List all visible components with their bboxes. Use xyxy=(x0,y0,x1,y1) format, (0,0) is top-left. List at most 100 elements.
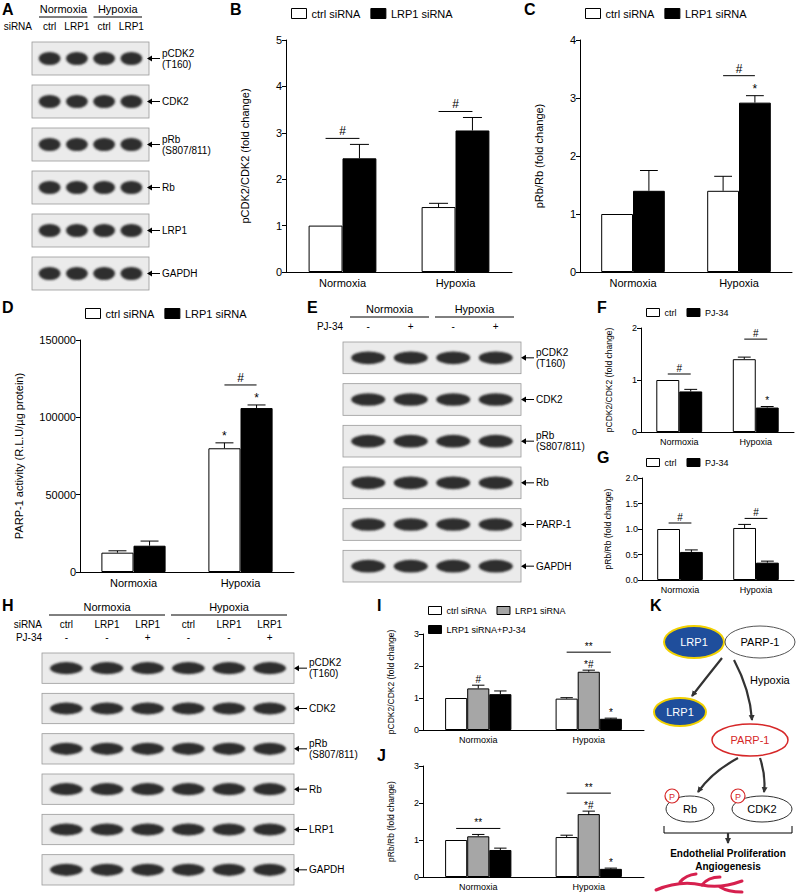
svg-text:0: 0 xyxy=(276,266,282,278)
svg-text:3: 3 xyxy=(276,127,282,139)
svg-text:CDK2: CDK2 xyxy=(162,96,189,107)
svg-text:0: 0 xyxy=(70,566,76,578)
svg-text:GAPDH: GAPDH xyxy=(162,268,198,279)
svg-text:LRP1 siRNA+PJ-34: LRP1 siRNA+PJ-34 xyxy=(447,625,526,635)
svg-text:+: + xyxy=(408,321,414,332)
svg-text:2: 2 xyxy=(414,798,419,808)
svg-text:*: * xyxy=(254,391,259,405)
svg-text:1: 1 xyxy=(276,220,282,232)
svg-text:#: # xyxy=(676,363,682,374)
svg-text:pRb/Rb (fold change): pRb/Rb (fold change) xyxy=(533,104,545,209)
svg-text:#: # xyxy=(475,674,481,685)
svg-text:0: 0 xyxy=(632,427,637,437)
svg-text:2: 2 xyxy=(632,323,637,333)
svg-text:1.5: 1.5 xyxy=(625,499,638,509)
svg-text:Hypoxia: Hypoxia xyxy=(572,735,605,745)
svg-text:3: 3 xyxy=(570,92,576,104)
svg-text:2.0: 2.0 xyxy=(625,473,638,483)
svg-text:Normoxia: Normoxia xyxy=(83,601,131,613)
svg-text:pCDK2/CDK2 (fold change): pCDK2/CDK2 (fold change) xyxy=(239,88,251,223)
svg-text:Angiogenesis: Angiogenesis xyxy=(695,861,761,872)
svg-text:PARP-1: PARP-1 xyxy=(731,734,770,746)
svg-text:-: - xyxy=(452,321,455,332)
svg-text:Normoxia: Normoxia xyxy=(459,735,498,745)
svg-text:-: - xyxy=(105,632,108,643)
svg-text:PARP-1 activity (R.L.U/µg prot: PARP-1 activity (R.L.U/µg protein) xyxy=(13,373,25,539)
svg-text:GAPDH: GAPDH xyxy=(309,864,345,875)
svg-text:LRP1 siRNA: LRP1 siRNA xyxy=(685,8,747,20)
svg-text:pRb: pRb xyxy=(309,738,328,749)
svg-text:(T160): (T160) xyxy=(309,668,338,679)
svg-text:Rb: Rb xyxy=(536,477,549,488)
svg-text:CDK2: CDK2 xyxy=(309,703,336,714)
svg-text:*: * xyxy=(222,429,227,443)
svg-text:pRb: pRb xyxy=(536,430,555,441)
svg-text:LRP1: LRP1 xyxy=(257,619,282,630)
svg-text:100000: 100000 xyxy=(39,411,76,423)
svg-text:+: + xyxy=(267,632,273,643)
svg-text:0: 0 xyxy=(570,266,576,278)
svg-text:*#: *# xyxy=(584,659,594,670)
svg-text:4: 4 xyxy=(276,80,282,92)
svg-text:*: * xyxy=(753,82,758,96)
svg-text:LRP1 siRNA: LRP1 siRNA xyxy=(391,8,453,20)
svg-text:LRP1: LRP1 xyxy=(64,21,89,32)
svg-text:Normoxia: Normoxia xyxy=(459,882,498,892)
svg-text:LRP1 siRNA: LRP1 siRNA xyxy=(185,308,247,320)
svg-text:Normoxia: Normoxia xyxy=(40,3,88,15)
svg-text:LRP1: LRP1 xyxy=(135,619,160,630)
svg-text:pRb/Rb (fold change): pRb/Rb (fold change) xyxy=(386,781,396,862)
svg-text:GAPDH: GAPDH xyxy=(536,561,572,572)
svg-text:P: P xyxy=(669,792,675,802)
svg-text:CDK2: CDK2 xyxy=(536,394,563,405)
svg-text:Normoxia: Normoxia xyxy=(110,577,158,589)
svg-text:0.0: 0.0 xyxy=(625,575,638,585)
svg-text:Hypoxia: Hypoxia xyxy=(209,601,250,613)
svg-text:*: * xyxy=(765,395,769,406)
svg-text:-: - xyxy=(65,632,68,643)
svg-text:#: # xyxy=(677,512,683,523)
svg-text:2: 2 xyxy=(414,661,419,671)
svg-text:4: 4 xyxy=(570,34,576,46)
svg-text:LRP1: LRP1 xyxy=(216,619,241,630)
svg-text:#: # xyxy=(753,328,759,339)
svg-text:pCDK2: pCDK2 xyxy=(536,347,569,358)
svg-text:ctrl: ctrl xyxy=(665,308,677,318)
svg-text:(T160): (T160) xyxy=(536,358,565,369)
svg-text:0: 0 xyxy=(414,725,419,735)
svg-text:Normoxia: Normoxia xyxy=(366,303,414,315)
svg-text:ctrl: ctrl xyxy=(43,21,56,32)
svg-text:5: 5 xyxy=(276,34,282,46)
svg-text:Normoxia: Normoxia xyxy=(661,585,700,595)
svg-text:Rb: Rb xyxy=(162,182,175,193)
svg-text:(S807/811): (S807/811) xyxy=(162,145,211,156)
svg-text:LRP1: LRP1 xyxy=(94,619,119,630)
svg-text:ctrl siRNA: ctrl siRNA xyxy=(447,606,487,616)
svg-text:pRb/Rb (fold change): pRb/Rb (fold change) xyxy=(603,488,613,569)
svg-text:ctrl siRNA: ctrl siRNA xyxy=(606,8,656,20)
svg-text:PARP-1: PARP-1 xyxy=(536,519,572,530)
svg-text:Endothelial Proliferation: Endothelial Proliferation xyxy=(670,848,786,859)
svg-text:ctrl: ctrl xyxy=(182,619,195,630)
svg-text:ctrl: ctrl xyxy=(665,458,677,468)
svg-text:Hypoxia: Hypoxia xyxy=(739,437,772,447)
svg-text:Hypoxia: Hypoxia xyxy=(98,3,139,15)
svg-text:PJ-34: PJ-34 xyxy=(317,321,344,332)
svg-text:Hypoxia: Hypoxia xyxy=(719,277,760,289)
svg-text:PARP-1: PARP-1 xyxy=(741,636,780,648)
svg-text:(T160): (T160) xyxy=(162,59,191,70)
svg-text:(S807/811): (S807/811) xyxy=(309,749,358,760)
svg-text:-: - xyxy=(227,632,230,643)
svg-text:pCDK2/CDK2 (fold change): pCDK2/CDK2 (fold change) xyxy=(386,630,396,735)
svg-text:PJ-34: PJ-34 xyxy=(705,308,729,318)
svg-text:siRNA: siRNA xyxy=(4,21,33,32)
svg-text:ctrl siRNA: ctrl siRNA xyxy=(106,308,156,320)
svg-text:2: 2 xyxy=(276,173,282,185)
svg-text:LRP1: LRP1 xyxy=(162,225,187,236)
svg-text:3: 3 xyxy=(414,761,419,771)
svg-text:LRP1: LRP1 xyxy=(680,636,708,648)
svg-text:#: # xyxy=(339,124,346,138)
svg-text:pCDK2: pCDK2 xyxy=(309,657,342,668)
svg-text:*: * xyxy=(609,707,613,718)
svg-text:1: 1 xyxy=(414,835,419,845)
